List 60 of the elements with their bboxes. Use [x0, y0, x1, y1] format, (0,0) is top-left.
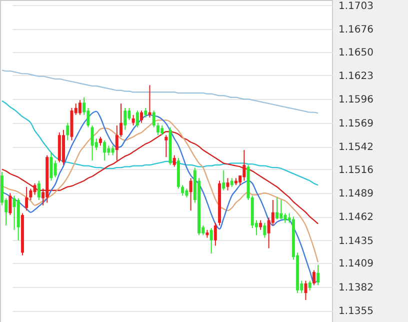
- y-tick-label: 1.1569: [338, 118, 374, 130]
- candlestick: [66, 122, 70, 141]
- y-tick-label: 1.1355: [338, 306, 374, 318]
- candlestick: [242, 150, 246, 182]
- candlestick: [276, 196, 278, 220]
- candlestick: [107, 145, 110, 156]
- candlestick: [120, 103, 122, 138]
- candlestick: [214, 222, 217, 246]
- candlestick: [148, 84, 152, 118]
- candlestick: [144, 107, 148, 118]
- candlestick: [115, 124, 118, 162]
- candlestick: [316, 264, 320, 286]
- candlestick: [54, 160, 57, 178]
- candlestick: [284, 212, 287, 224]
- line-series: [1, 110, 319, 284]
- y-tick-label: 1.1703: [338, 0, 374, 12]
- candlestick: [25, 186, 28, 212]
- candlestick: [312, 270, 316, 286]
- y-tick-label: 1.1462: [338, 212, 374, 224]
- candlestick: [140, 110, 144, 124]
- candlestick: [37, 180, 40, 201]
- candlestick: [12, 195, 16, 230]
- y-tick-label: 1.1409: [338, 258, 374, 270]
- line-series: [1, 100, 319, 186]
- candlestick: [164, 134, 168, 158]
- candlestick: [8, 192, 12, 216]
- candlestick: [132, 114, 135, 126]
- candlestick: [259, 220, 262, 230]
- y-tick-label: 1.1650: [338, 47, 374, 58]
- candlestick: [136, 110, 139, 128]
- candlestick: [280, 200, 283, 220]
- candlestick: [263, 222, 266, 238]
- candlestick: [124, 107, 127, 130]
- candlestick: [111, 145, 114, 156]
- candlestick: [152, 110, 156, 128]
- candlestick: [189, 178, 192, 212]
- candlestick: [172, 154, 176, 168]
- candlestick: [156, 122, 160, 136]
- candlestick: [50, 152, 53, 182]
- y-tick-label: 1.1489: [338, 188, 374, 200]
- y-tick-label: 1.1382: [338, 282, 374, 294]
- y-tick-label: 1.1676: [338, 24, 374, 36]
- candlestick: [103, 140, 106, 162]
- candlestick: [29, 188, 32, 201]
- line-series: [1, 70, 319, 114]
- candlestick: [308, 280, 312, 291]
- candlestick: [78, 100, 82, 116]
- candlestick: [160, 124, 164, 136]
- candlestick: [222, 170, 226, 191]
- y-tick-label: 1.1623: [338, 70, 374, 82]
- candlestick: [181, 184, 184, 196]
- y-tick-label: 1.1542: [338, 142, 374, 154]
- candlestick: [304, 280, 308, 301]
- candlestick: [226, 178, 230, 191]
- y-tick-label: 1.1435: [338, 236, 374, 247]
- candlestick: [210, 228, 213, 254]
- candlestick: [90, 124, 94, 162]
- y-tick-label: 1.1596: [338, 94, 374, 106]
- y-tick-label: 1.1516: [338, 164, 374, 176]
- candlestick: [33, 182, 36, 196]
